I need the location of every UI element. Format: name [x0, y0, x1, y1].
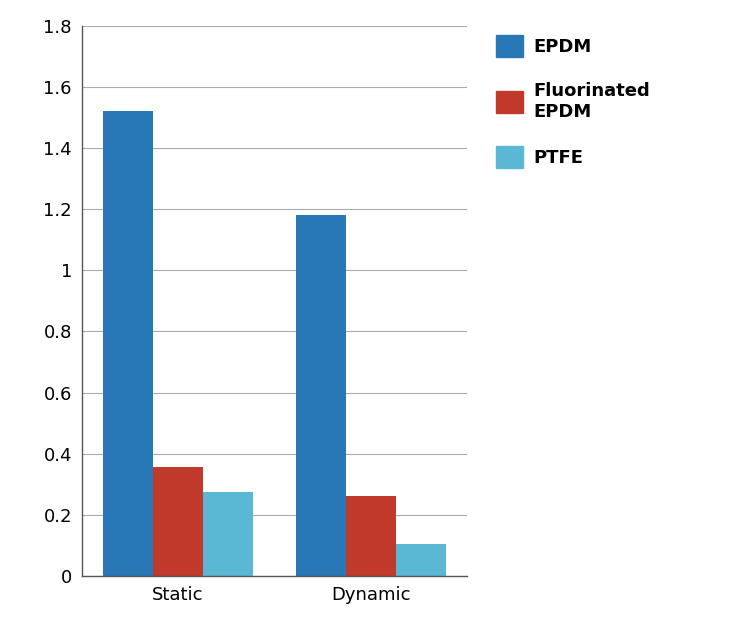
Bar — [203, 492, 253, 576]
Bar — [396, 544, 446, 576]
Bar — [153, 467, 203, 576]
Bar — [346, 497, 396, 576]
Bar — [103, 111, 153, 576]
Bar — [296, 215, 346, 576]
Legend: EPDM, Fluorinated
EPDM, PTFE: EPDM, Fluorinated EPDM, PTFE — [496, 35, 651, 168]
